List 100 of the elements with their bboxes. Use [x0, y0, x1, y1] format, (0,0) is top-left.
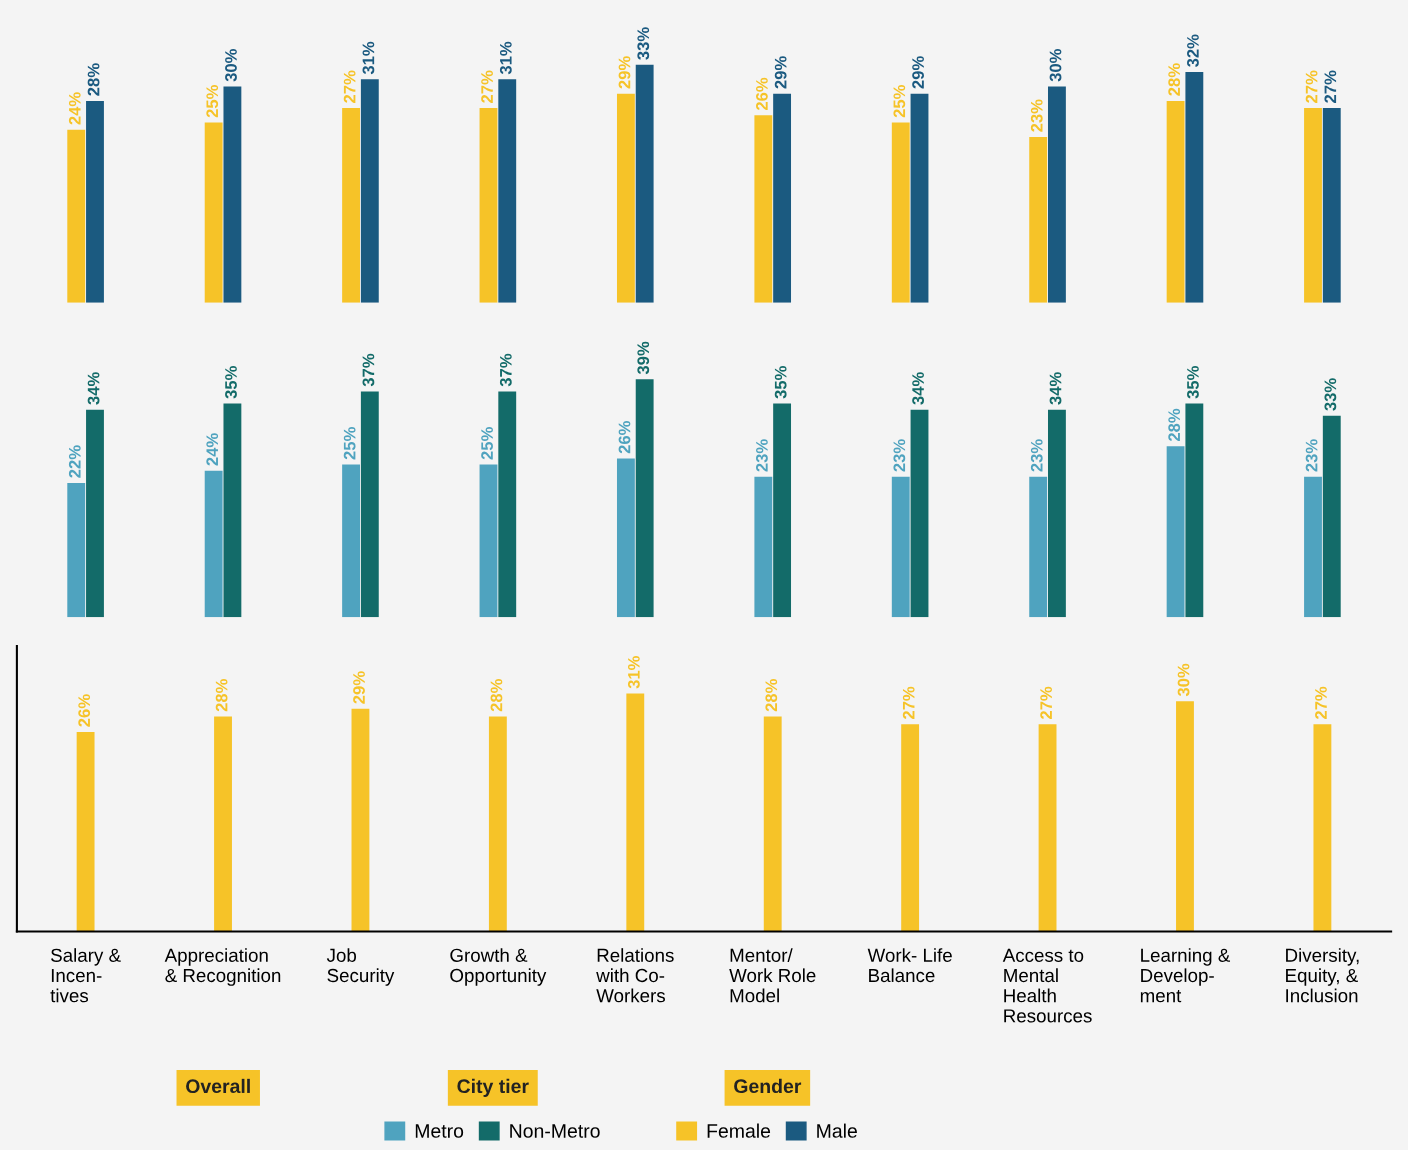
- bar: [1166, 100, 1185, 303]
- data-label: 35%: [225, 366, 237, 399]
- bar: [214, 716, 232, 932]
- bar: [1166, 446, 1185, 618]
- bar: [910, 409, 929, 618]
- data-label: 29%: [912, 56, 924, 89]
- data-label: 35%: [774, 366, 787, 399]
- data-label: 29%: [618, 56, 631, 89]
- data-label: 27%: [1324, 70, 1337, 103]
- x-tick-label: Growth & Opportunity: [450, 948, 547, 986]
- data-label: 26%: [618, 420, 631, 454]
- bar: [479, 464, 498, 618]
- bar: [754, 476, 773, 618]
- data-label: 37%: [362, 353, 375, 387]
- bar: [342, 464, 360, 618]
- bar: [86, 100, 104, 303]
- x-tick-label: Relations with Co- Workers: [596, 948, 674, 1003]
- data-label: 32%: [1187, 34, 1199, 68]
- data-label: 31%: [627, 655, 640, 689]
- bar: [1029, 136, 1048, 303]
- x-tick-label: Mentor/ Work Role Model: [729, 948, 816, 1003]
- legend-label: Non-Metro: [510, 1124, 600, 1138]
- data-label: 27%: [1305, 70, 1318, 103]
- text: Overall: [186, 1078, 250, 1094]
- x-tick-label: Learning & Develop- ment: [1140, 948, 1231, 1003]
- bar: [773, 403, 792, 618]
- bar: [910, 93, 929, 303]
- x-tick-label: Work- Life Balance: [867, 948, 952, 983]
- bar: [635, 379, 654, 618]
- data-label: 30%: [1049, 48, 1062, 82]
- data-label: 25%: [343, 427, 356, 460]
- legend-label: Female: [707, 1123, 771, 1138]
- data-label: 34%: [912, 372, 925, 405]
- bar: [223, 403, 242, 618]
- data-label: 28%: [1168, 408, 1181, 442]
- data-label: 33%: [637, 27, 650, 60]
- data-label: 27%: [1315, 686, 1327, 720]
- bar: [1176, 701, 1194, 932]
- data-label: 29%: [774, 56, 787, 89]
- bar: [891, 476, 910, 618]
- data-label: 22%: [68, 445, 81, 478]
- data-label: 37%: [499, 353, 512, 387]
- bar: [360, 79, 379, 303]
- bar: [360, 391, 379, 618]
- data-label: 39%: [637, 341, 650, 375]
- data-label: 24%: [68, 92, 81, 125]
- text: City tier: [457, 1078, 529, 1097]
- bar: [635, 64, 654, 303]
- bar: [498, 391, 517, 618]
- bar: [67, 129, 86, 303]
- bar: [763, 716, 782, 932]
- data-label: 28%: [87, 63, 100, 96]
- data-label: 27%: [343, 70, 356, 103]
- data-label: 27%: [1040, 686, 1052, 720]
- bar: [86, 409, 104, 618]
- x-tick-label: Access to Mental Health Resources: [1002, 948, 1092, 1023]
- data-label: 23%: [756, 439, 768, 472]
- bar: [616, 93, 635, 303]
- bar: [1185, 72, 1204, 303]
- bar: [67, 482, 86, 618]
- legend-label: Metro: [415, 1124, 464, 1138]
- bar: [626, 693, 645, 932]
- data-label: 34%: [87, 372, 100, 405]
- data-label: 29%: [353, 671, 365, 704]
- bar: [223, 86, 242, 303]
- data-label: 34%: [1049, 372, 1062, 405]
- bar: [1185, 403, 1204, 618]
- data-label: 28%: [215, 679, 228, 712]
- data-label: 23%: [1030, 439, 1043, 472]
- data-label: 26%: [78, 694, 91, 727]
- bar: [1304, 476, 1322, 618]
- bar: [1322, 108, 1341, 303]
- data-label: 35%: [1187, 366, 1199, 399]
- data-label: 30%: [1177, 663, 1190, 697]
- data-label: 25%: [893, 84, 906, 118]
- data-label: 27%: [481, 70, 493, 103]
- x-tick-label: Diversity, Equity, & Inclusion: [1286, 948, 1359, 1003]
- bar: [204, 470, 223, 618]
- bar: [1313, 724, 1332, 932]
- x-tick-label: Appreciation & Recognition: [164, 948, 281, 986]
- x-tick-label: Job Security: [326, 948, 395, 986]
- data-label: 31%: [362, 41, 375, 75]
- data-label: 26%: [756, 77, 768, 111]
- bar: [1304, 108, 1322, 303]
- bar: [204, 122, 223, 303]
- data-label: 28%: [490, 679, 503, 712]
- data-label: 31%: [499, 41, 512, 75]
- data-label: 24%: [206, 433, 219, 466]
- data-label: 23%: [893, 439, 906, 472]
- bar: [342, 108, 360, 303]
- data-label: 27%: [902, 686, 915, 720]
- data-label: 28%: [1168, 63, 1181, 96]
- bar: [351, 708, 370, 932]
- bar: [1038, 724, 1057, 932]
- data-label: 25%: [206, 84, 219, 118]
- bar: [616, 458, 635, 618]
- data-label: 28%: [765, 679, 778, 712]
- bar: [891, 122, 910, 303]
- data-label: 23%: [1030, 99, 1043, 132]
- bar: [1322, 415, 1341, 618]
